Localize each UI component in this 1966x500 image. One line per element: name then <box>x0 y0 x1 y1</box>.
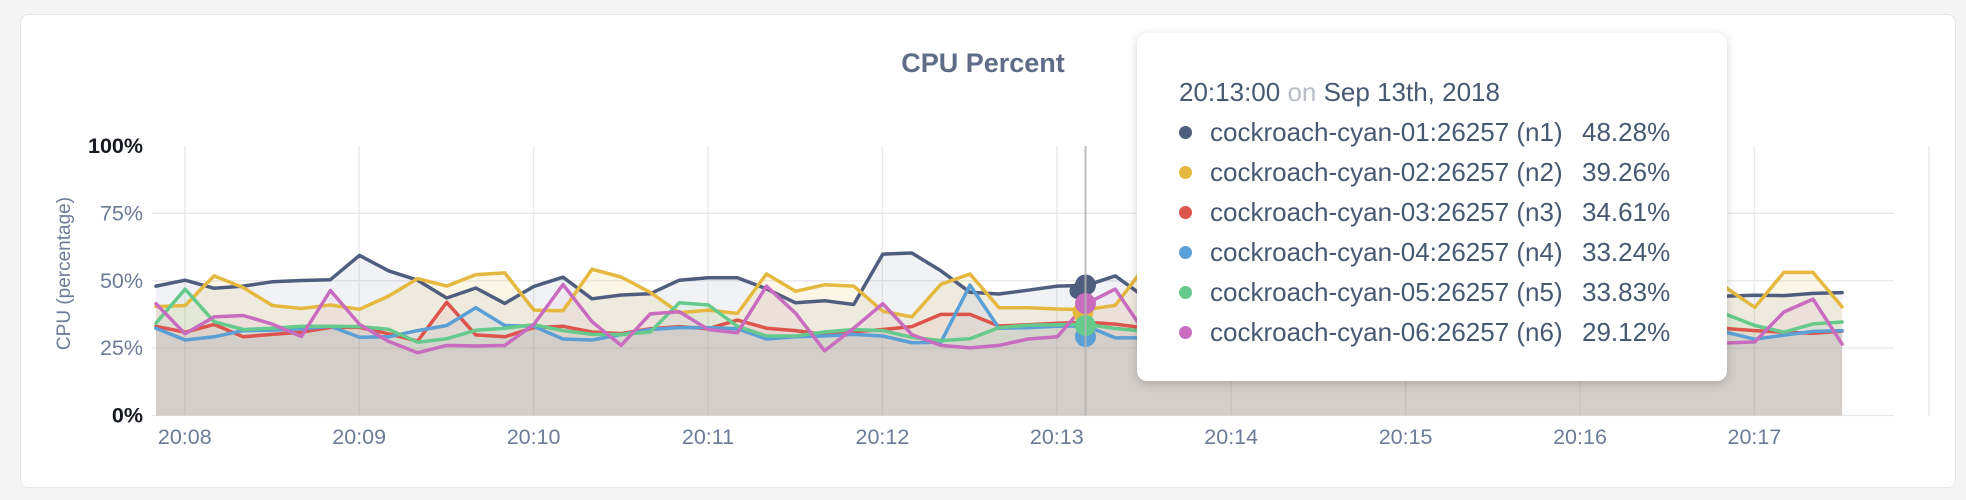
svg-text:20:17: 20:17 <box>1727 425 1781 449</box>
svg-text:CPU (percentage): CPU (percentage) <box>54 197 75 350</box>
svg-text:100%: 100% <box>88 134 143 158</box>
svg-text:20:10: 20:10 <box>507 425 561 449</box>
svg-text:20:09: 20:09 <box>332 425 386 449</box>
svg-text:20:08: 20:08 <box>158 425 212 449</box>
svg-text:50%: 50% <box>100 269 143 293</box>
svg-text:20:11: 20:11 <box>682 425 734 449</box>
svg-text:25%: 25% <box>100 336 143 360</box>
svg-text:20:13: 20:13 <box>1030 425 1084 449</box>
svg-text:20:16: 20:16 <box>1553 425 1607 449</box>
svg-text:20:14: 20:14 <box>1204 425 1258 449</box>
svg-text:20:15: 20:15 <box>1379 425 1433 449</box>
svg-text:20:12: 20:12 <box>855 425 909 449</box>
svg-text:75%: 75% <box>100 201 143 225</box>
svg-text:0%: 0% <box>112 404 143 428</box>
